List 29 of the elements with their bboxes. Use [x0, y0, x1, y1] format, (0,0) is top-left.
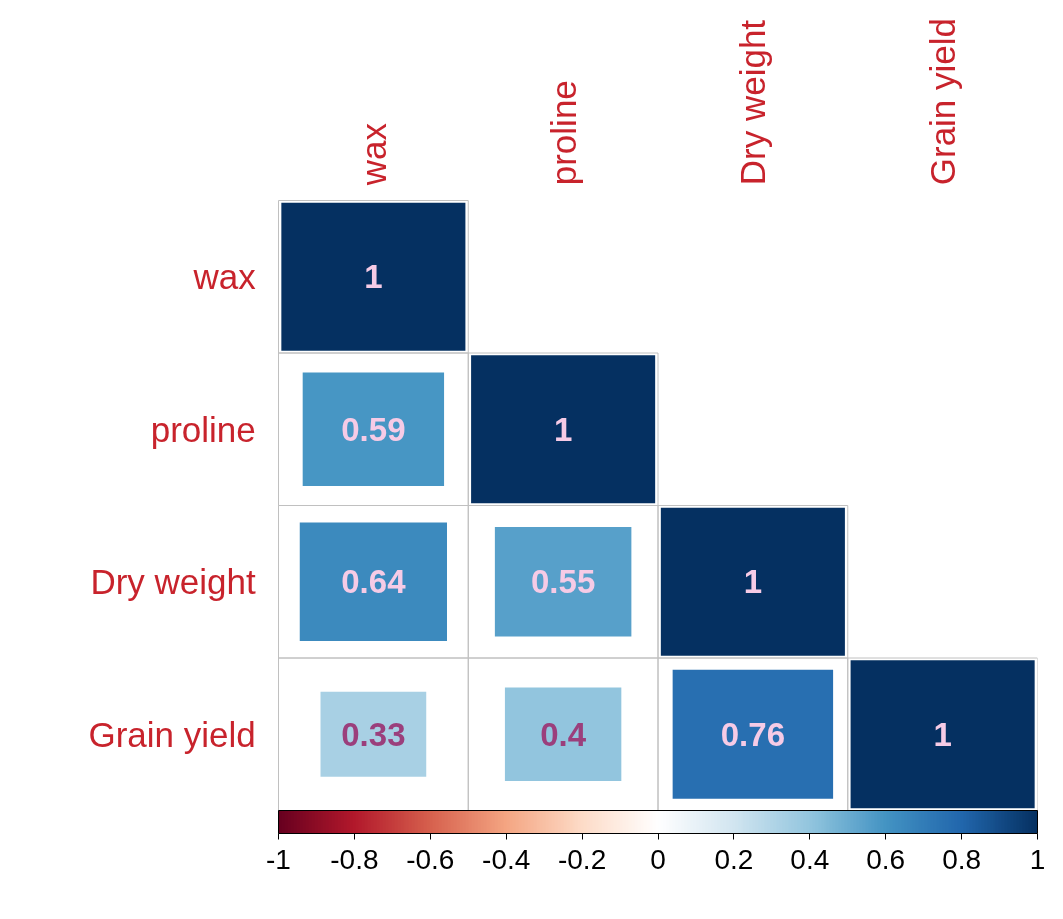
color-bar-label: -0.6	[406, 843, 455, 875]
data-label: 0.33	[341, 715, 406, 753]
y-tick-label: Dry weight	[90, 562, 257, 602]
data-label: 1	[743, 563, 763, 601]
data-label: 0.76	[720, 715, 785, 753]
data-label: 0.4	[540, 715, 587, 753]
x-tick-label: Dry weight	[733, 19, 773, 186]
data-label: 1	[933, 715, 952, 753]
color-bar-label: -0.2	[557, 843, 607, 875]
color-bar-label: -0.4	[482, 843, 531, 875]
data-label: 0.59	[341, 410, 406, 448]
color-bar-label: 0.4	[790, 843, 830, 875]
x-tick-label: wax	[353, 122, 393, 187]
y-tick-label: proline	[150, 409, 256, 449]
data-label: 0.55	[531, 563, 596, 601]
data-label: 1	[364, 258, 383, 296]
color-bar-label: 0.6	[866, 843, 906, 875]
y-tick-label: wax	[192, 257, 257, 297]
color-bar-label: 0.2	[714, 843, 754, 875]
data-label: 1	[553, 410, 573, 448]
color-bar-label: 1	[1029, 843, 1046, 875]
color-bar-label: 0	[650, 843, 666, 875]
color-bar-label: -1	[266, 843, 291, 875]
color-bar-label: 0.8	[942, 843, 982, 875]
data-label: 0.64	[341, 563, 407, 601]
x-tick-label: proline	[543, 80, 583, 186]
x-tick-label: Grain yield	[923, 17, 963, 186]
color-bar-label: -0.8	[330, 843, 379, 875]
y-tick-label: Grain yield	[88, 714, 256, 754]
